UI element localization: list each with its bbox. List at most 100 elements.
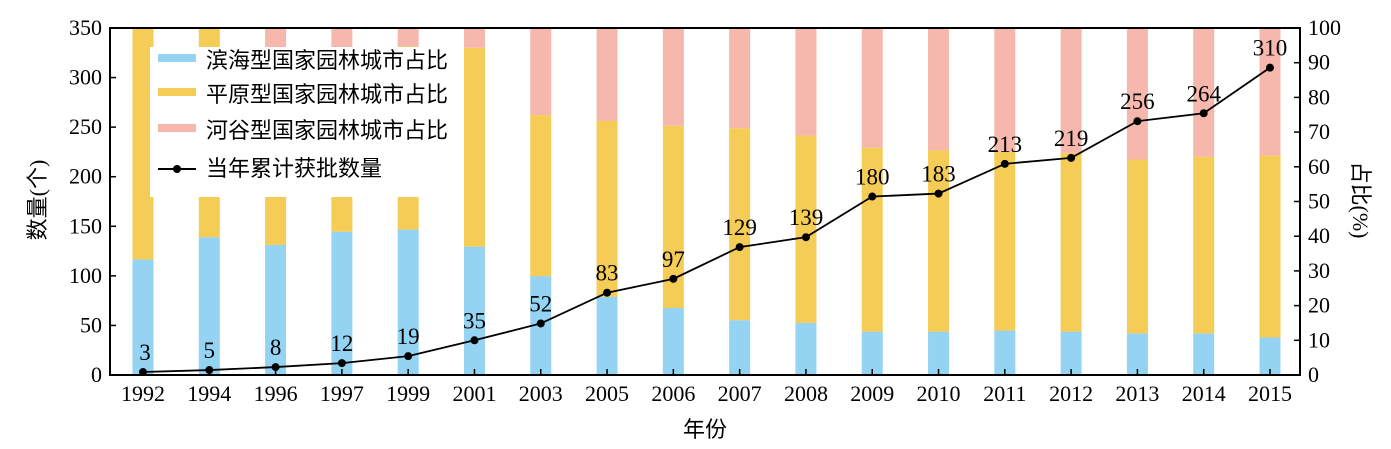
bar-plain-2006 [662,125,684,309]
x-tick-label-1997: 1997 [320,381,364,406]
x-tick-label-1994: 1994 [187,381,231,406]
x-tick-label-2014: 2014 [1182,381,1226,406]
bar-coastal-1999 [397,229,419,375]
legend-label: 平原型国家园林城市占比 [206,82,448,107]
x-tick-label-2010: 2010 [917,381,961,406]
bar-coastal-2001 [463,246,485,375]
bar-valley-2006 [662,28,684,126]
y2-tick-label: 60 [1308,154,1330,179]
line-point-2009 [868,192,877,201]
x-tick-label-2008: 2008 [784,381,828,406]
data-label-2001: 35 [463,308,486,333]
line-point-2011 [1000,159,1009,168]
bar-valley-2007 [729,28,751,129]
line-point-2008 [801,233,810,242]
y-tick-label: 0 [91,362,102,387]
bar-valley-2012 [1060,28,1082,153]
bar-coastal-2014 [1193,333,1215,375]
legend-label: 河谷型国家园林城市占比 [206,118,448,143]
line-point-1997 [337,359,346,368]
bar-plain-2009 [861,147,883,332]
x-tick-label-2012: 2012 [1049,381,1093,406]
x-tick-label-2005: 2005 [585,381,629,406]
x-tick-label-2003: 2003 [519,381,563,406]
y-tick-label: 150 [69,213,102,238]
bar-coastal-2006 [662,308,684,375]
data-label-1999: 19 [397,324,420,349]
legend-swatch-icon [158,88,196,96]
y-axis-label: 数量(个) [25,160,50,241]
line-point-2015 [1266,63,1274,72]
y2-tick-label: 80 [1308,84,1330,109]
line-point-2006 [669,274,678,283]
data-label-1994: 5 [204,338,216,363]
bar-plain-2015 [1259,155,1281,338]
bar-coastal-1994 [198,237,220,375]
data-label-2005: 83 [596,261,619,286]
bar-coastal-2009 [861,331,883,375]
x-tick-label-2015: 2015 [1248,381,1292,406]
data-label-2012: 219 [1054,126,1089,151]
bar-valley-1999 [397,28,419,47]
y2-tick-label: 90 [1308,50,1330,75]
line-point-2014 [1199,109,1208,118]
x-tick-label-2011: 2011 [983,381,1026,406]
bar-plain-2007 [729,128,751,321]
data-label-2003: 52 [529,291,552,316]
legend-swatch-icon [158,54,196,62]
bar-plain-2008 [795,135,817,323]
bar-valley-2010 [928,28,950,151]
x-tick-label-1996: 1996 [254,381,298,406]
y2-tick-label: 40 [1308,223,1330,248]
x-tick-label-1992: 1992 [121,381,165,406]
y2-tick-label: 0 [1308,362,1319,387]
bar-coastal-2010 [928,331,950,375]
bar-coastal-2005 [596,296,618,375]
line-point-1996 [271,363,280,372]
y2-tick-label: 20 [1308,293,1330,318]
data-label-2010: 183 [921,162,956,187]
bar-plain-2010 [928,150,950,332]
x-tick-label-2009: 2009 [850,381,894,406]
y-tick-label: 250 [69,114,102,139]
bar-valley-2005 [596,28,618,121]
data-label-1997: 12 [330,331,353,356]
bar-valley-2014 [1193,28,1215,157]
bar-coastal-2008 [795,322,817,375]
x-tick-label-2007: 2007 [718,381,762,406]
x-axis-label: 年份 [683,417,727,442]
x-tick-label-1999: 1999 [386,381,430,406]
y-tick-label: 50 [80,312,102,337]
bar-plain-2011 [994,151,1016,331]
data-label-2013: 256 [1120,89,1155,114]
legend-label: 当年累计获批数量 [206,156,382,181]
bar-coastal-1997 [331,231,353,375]
line-point-2012 [1067,153,1076,162]
x-tick-label-2006: 2006 [651,381,695,406]
data-label-2015: 310 [1253,36,1288,61]
line-point-1999 [404,352,413,361]
bar-valley-2013 [1126,28,1148,160]
line-path [142,66,1271,373]
x-tick-label-2013: 2013 [1115,381,1159,406]
y-tick-label: 300 [69,65,102,90]
data-label-2008: 139 [789,205,824,230]
bar-plain-2003 [530,115,552,277]
y-tick-label: 200 [69,164,102,189]
y2-tick-label: 30 [1308,258,1330,283]
bar-coastal-2013 [1126,333,1148,375]
bar-valley-2001 [463,28,485,48]
bar-valley-2009 [861,28,883,148]
line-point-2013 [1133,117,1142,126]
bar-coastal-2011 [994,330,1016,375]
bar-plain-2014 [1193,156,1215,334]
bar-valley-2003 [530,28,552,116]
y2-tick-label: 50 [1308,189,1330,214]
legend: 滨海型国家园林城市占比平原型国家园林城市占比河谷型国家园林城市占比当年累计获批数… [150,47,448,197]
x-tick-label-2001: 2001 [452,381,496,406]
bar-valley-2011 [994,28,1016,152]
bar-coastal-2007 [729,320,751,375]
data-label-1996: 8 [270,335,282,360]
